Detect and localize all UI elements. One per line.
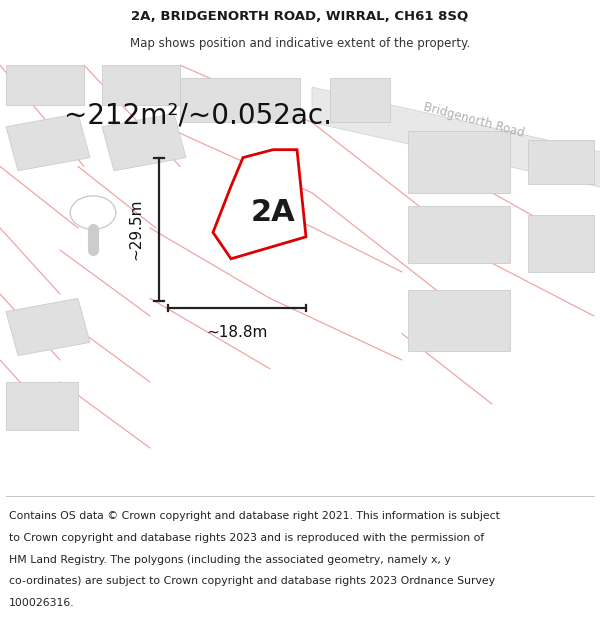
- Polygon shape: [102, 65, 180, 105]
- Polygon shape: [213, 149, 306, 259]
- Polygon shape: [180, 78, 300, 122]
- Polygon shape: [330, 78, 390, 122]
- Polygon shape: [6, 382, 78, 431]
- Text: 2A: 2A: [251, 198, 295, 227]
- Polygon shape: [528, 140, 594, 184]
- Text: co-ordinates) are subject to Crown copyright and database rights 2023 Ordnance S: co-ordinates) are subject to Crown copyr…: [9, 576, 495, 586]
- Polygon shape: [6, 65, 84, 105]
- Text: Contains OS data © Crown copyright and database right 2021. This information is : Contains OS data © Crown copyright and d…: [9, 511, 500, 521]
- Text: ~29.5m: ~29.5m: [129, 198, 144, 260]
- Text: Map shows position and indicative extent of the property.: Map shows position and indicative extent…: [130, 38, 470, 51]
- Text: ~212m²/~0.052ac.: ~212m²/~0.052ac.: [64, 102, 332, 130]
- Text: 2A, BRIDGENORTH ROAD, WIRRAL, CH61 8SQ: 2A, BRIDGENORTH ROAD, WIRRAL, CH61 8SQ: [131, 11, 469, 23]
- Polygon shape: [408, 206, 510, 263]
- Polygon shape: [6, 114, 90, 171]
- Polygon shape: [312, 88, 600, 188]
- Text: 100026316.: 100026316.: [9, 598, 74, 608]
- Polygon shape: [6, 298, 90, 356]
- Polygon shape: [102, 114, 186, 171]
- Text: to Crown copyright and database rights 2023 and is reproduced with the permissio: to Crown copyright and database rights 2…: [9, 532, 484, 542]
- Polygon shape: [408, 289, 510, 351]
- Text: ~18.8m: ~18.8m: [206, 325, 268, 340]
- Polygon shape: [408, 131, 510, 192]
- Text: Bridgenorth Road: Bridgenorth Road: [422, 101, 526, 140]
- Polygon shape: [528, 215, 594, 272]
- Text: HM Land Registry. The polygons (including the associated geometry, namely x, y: HM Land Registry. The polygons (includin…: [9, 554, 451, 564]
